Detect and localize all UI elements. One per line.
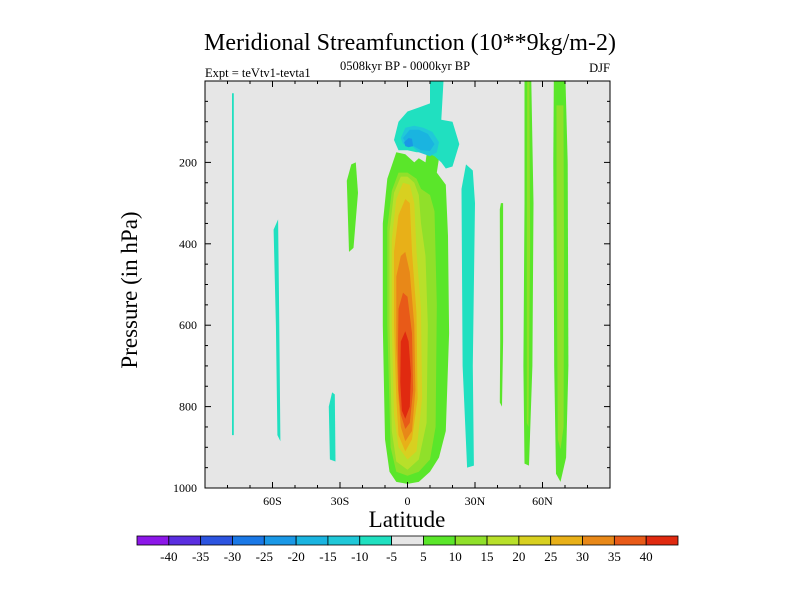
contour-upper-neg-15 [403, 129, 435, 151]
colorbar-label: -10 [351, 549, 368, 564]
x-tick-label: 30N [465, 494, 486, 508]
colorbar-swatch [200, 535, 233, 546]
colorbar-swatch [295, 535, 329, 546]
contour-sh-polar-strip [232, 93, 234, 436]
x-tick-label: 60S [263, 494, 282, 508]
colorbar-label: -35 [192, 549, 209, 564]
y-tick-label: 200 [179, 155, 197, 169]
colorbar-label: -30 [224, 549, 241, 564]
contour-nh-52n-inner [526, 81, 531, 427]
contour-nh-30n-strip [461, 164, 475, 468]
colorbar-swatch [136, 535, 170, 546]
contour-tropics-40 [400, 331, 411, 419]
colorbar-swatch [645, 535, 679, 546]
y-axis-ticks: 200 400 600 800 1000 [173, 100, 610, 495]
contour-nh-40n-strip [499, 203, 504, 407]
y-tick-label: 800 [179, 400, 197, 414]
contour-fills [232, 81, 569, 484]
colorbar-label: -15 [319, 549, 336, 564]
colorbar-swatch [518, 535, 552, 546]
y-tick-label: 400 [179, 237, 197, 251]
y-tick-label: 1000 [173, 481, 197, 495]
colorbar-label: -40 [160, 549, 177, 564]
colorbar-label: -20 [287, 549, 304, 564]
colorbar-label: 30 [576, 549, 589, 564]
colorbar-swatch [550, 535, 583, 546]
colorbar-label: 20 [512, 549, 525, 564]
x-axis-label: Latitude [369, 507, 446, 532]
colorbar-swatch [486, 535, 520, 546]
x-axis-ticks: 60S 30S 0 30N 60N [227, 81, 588, 508]
colorbar-swatch [327, 535, 361, 546]
colorbar-swatch [232, 535, 265, 546]
contour-upper-neg-20 [404, 138, 414, 148]
colorbar-label: 15 [481, 549, 494, 564]
colorbar-swatch [454, 535, 488, 546]
colorbar-label: 35 [608, 549, 621, 564]
colorbar-swatch [168, 535, 202, 546]
colorbar-label: 25 [544, 549, 557, 564]
x-tick-label: 60N [532, 494, 553, 508]
contour-sh-60s-strip [273, 219, 281, 442]
y-axis-label: Pressure (in hPa) [117, 211, 142, 368]
colorbar-swatch [423, 535, 456, 546]
contour-sh-30s-lower [328, 392, 336, 462]
colorbar-swatch [613, 535, 647, 546]
colorbar-label: -25 [256, 549, 273, 564]
colorbar-label: 5 [420, 549, 427, 564]
colorbar-swatch [359, 535, 392, 546]
center-string: 0508kyr BP - 0000kyr BP [340, 59, 470, 73]
x-tick-label: 0 [405, 494, 411, 508]
colorbar-label: 10 [449, 549, 462, 564]
contour-sh-30s-upper [346, 162, 358, 252]
colorbar: -40 -35 -30 -25 -20 -15 -10 -5 5 10 15 20 25 30 35 40 [136, 535, 679, 564]
colorbar-label: 40 [640, 549, 653, 564]
right-string: DJF [589, 61, 610, 75]
x-tick-label: 30S [331, 494, 350, 508]
colorbar-label: -5 [386, 549, 397, 564]
colorbar-swatch [263, 535, 297, 546]
y-tick-label: 600 [179, 318, 197, 332]
contour-nh-65n-inner [556, 105, 565, 450]
colorbar-swatch [582, 535, 615, 546]
chart-title: Meridional Streamfunction (10**9kg/m-2) [204, 30, 616, 56]
left-string: Expt = teVtv1-tevta1 [205, 66, 311, 80]
colorbar-swatch [391, 535, 424, 546]
